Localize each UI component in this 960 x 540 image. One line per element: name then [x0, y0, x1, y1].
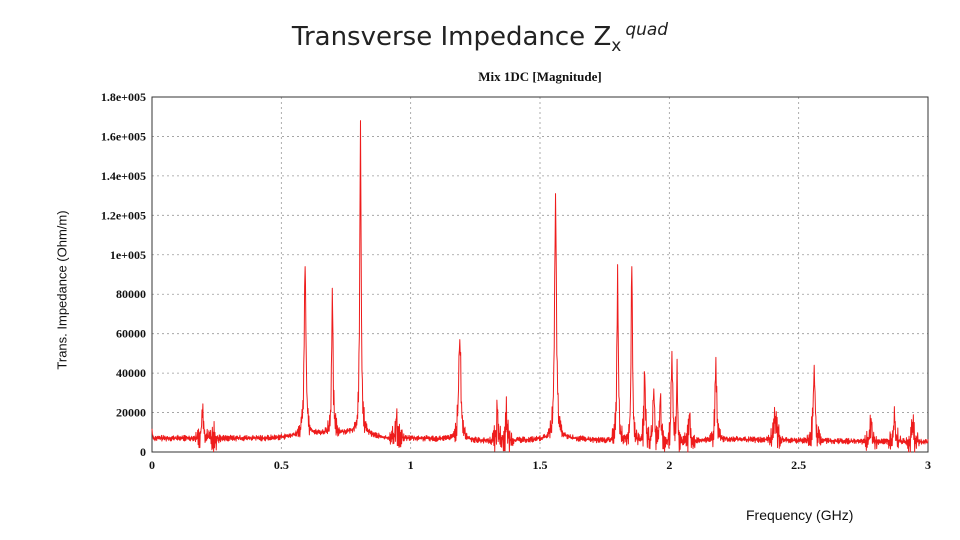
y-tick-label: 1.2e+005 — [101, 208, 146, 222]
y-tick-label: 1.4e+005 — [101, 169, 146, 183]
slide-title-main: Transverse Impedance Z — [291, 22, 612, 52]
x-tick-label: 1 — [408, 458, 414, 472]
y-tick-label: 80000 — [116, 287, 146, 301]
x-tick-label: 0.5 — [274, 458, 289, 472]
x-tick-label: 2 — [666, 458, 672, 472]
y-tick-labels: 0 20000 40000 60000 80000 1e+005 1.2e+005 1.4e+… — [101, 90, 146, 459]
y-tick-label: 20000 — [116, 406, 146, 420]
x-tick-label: 1.5 — [533, 458, 548, 472]
y-tick-label: 40000 — [116, 366, 146, 380]
x-axis-label: Frequency (GHz) — [746, 507, 854, 523]
x-tick-label: 0 — [149, 458, 155, 472]
y-tick-label: 1e+005 — [110, 248, 146, 262]
slide-title-superscript: quad — [625, 20, 669, 40]
y-tick-label: 0 — [140, 445, 146, 459]
y-tick-label: 60000 — [116, 327, 146, 341]
slide-title-subscript: x — [611, 36, 622, 56]
slide-title: Transverse Impedance Zxquad — [0, 20, 960, 56]
x-tick-label: 2.5 — [791, 458, 806, 472]
series-line-impedance — [151, 120, 929, 453]
x-tick-labels: 0 0.5 1 1.5 2 2.5 3 — [149, 458, 931, 472]
chart-grid — [152, 97, 928, 452]
plot-frame — [151, 96, 929, 453]
chart-title: Mix 1DC [Magnitude] — [478, 69, 602, 84]
y-tick-label: 1.8e+005 — [101, 90, 146, 104]
x-tick-label: 3 — [925, 458, 931, 472]
y-tick-label: 1.6e+005 — [101, 129, 146, 143]
